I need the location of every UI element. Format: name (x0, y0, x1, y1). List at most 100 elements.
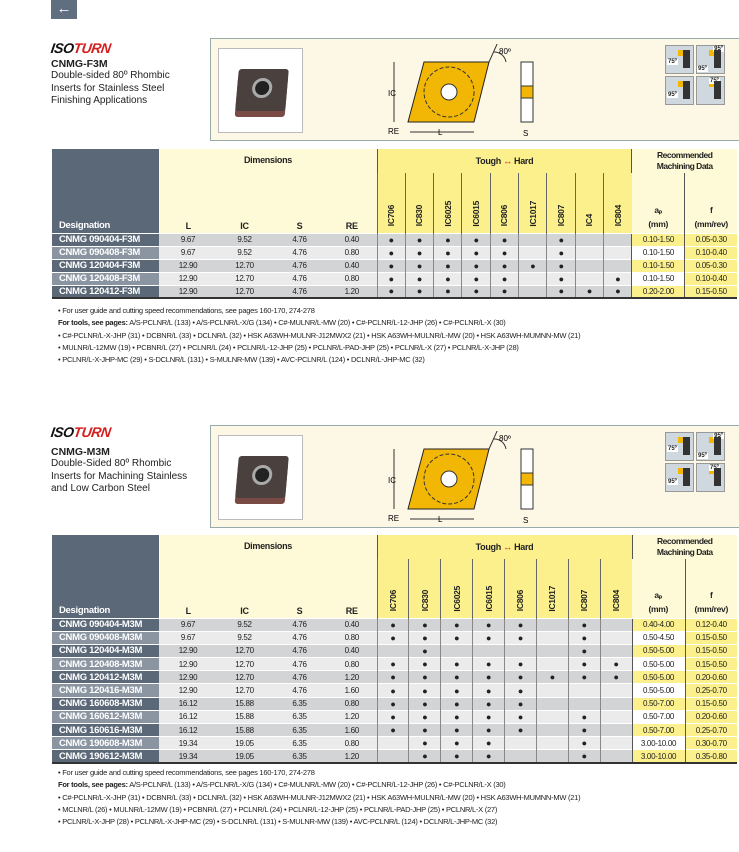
f-header: f (mm/rev) (684, 173, 737, 233)
grade-empty-cell (472, 643, 505, 658)
grade-available-dot-icon: ● (546, 284, 576, 298)
s-cell: 4.76 (272, 630, 327, 645)
ic-cell: 9.52 (217, 232, 272, 246)
designation-cell: CNMG 090404-M3M (52, 617, 159, 632)
grade-empty-cell (599, 709, 632, 724)
s-cell: 4.76 (272, 617, 327, 632)
logo-turn: TURN (72, 424, 112, 440)
description-line: Inserts for Stainless Steel (51, 82, 165, 94)
re-cell: 0.40 (327, 617, 377, 632)
s-label: S (523, 129, 528, 138)
machining-data-header: Recommended Machining Data (631, 149, 737, 173)
grade-column-header: IC830 (408, 559, 441, 618)
grade-empty-cell (574, 245, 604, 259)
re-cell: 1.20 (327, 670, 377, 684)
grade-empty-cell (603, 245, 632, 259)
grade-empty-cell (599, 736, 632, 750)
grade-column-header: IC804 (603, 173, 632, 233)
grade-available-dot-icon: ● (546, 258, 576, 272)
tool-angle-label: 95º (667, 479, 678, 485)
l-cell: 12.90 (159, 643, 217, 658)
table-row: CNMG 090404-M3M 9.67 9.52 4.76 0.40 ● ● ● ● ● ● … (52, 617, 737, 632)
grade-empty-cell (574, 232, 604, 246)
toolholder-icon: 75º (696, 463, 725, 492)
ap-cell: 3.00-10.00 (631, 749, 685, 764)
l-label: L (438, 128, 443, 137)
grade-column-header: IC6015 (472, 559, 505, 618)
grade-available-dot-icon: ● (472, 696, 505, 711)
dim-header-ic: IC (217, 173, 272, 233)
grade-empty-cell (504, 736, 537, 750)
f-cell: 0.20-0.60 (684, 670, 737, 684)
grade-available-dot-icon: ● (440, 670, 473, 684)
table-row: CNMG 160608-M3M 16.12 15.88 6.35 0.80 ● ● ● ● ●… (52, 696, 737, 711)
grade-empty-cell (535, 722, 569, 737)
grade-column-header: IC806 (504, 559, 537, 618)
grade-empty-cell (535, 617, 569, 632)
f-cell: 0.15-0.50 (684, 657, 737, 671)
f-cell: 0.15-0.50 (684, 696, 737, 711)
grade-empty-cell (567, 696, 601, 711)
grade-available-dot-icon: ● (603, 284, 632, 298)
tool-angle-label: 95º (713, 433, 724, 439)
table-row: CNMG 090404-F3M 9.67 9.52 4.76 0.40 ● ● ● ● ● ● … (52, 232, 737, 246)
grade-available-dot-icon: ● (408, 736, 441, 750)
grade-available-dot-icon: ● (408, 670, 441, 684)
l-cell: 16.12 (159, 696, 217, 711)
grade-available-dot-icon: ● (440, 617, 473, 632)
designation-cell: CNMG 120408-F3M (52, 271, 159, 285)
s-cell: 6.35 (272, 736, 327, 750)
designation-cell: CNMG 160616-M3M (52, 722, 159, 737)
re-cell: 1.20 (327, 284, 377, 298)
f-cell: 0.05-0.30 (684, 232, 737, 246)
l-cell: 12.90 (159, 683, 217, 698)
grade-available-dot-icon: ● (472, 670, 505, 684)
grade-available-dot-icon: ● (489, 245, 519, 259)
ap-cell: 0.50-7.00 (631, 696, 685, 711)
grade-available-dot-icon: ● (472, 749, 505, 764)
grade-available-dot-icon: ● (408, 617, 441, 632)
grade-available-dot-icon: ● (567, 657, 601, 671)
l-cell: 12.90 (159, 670, 217, 684)
grade-column-header: IC6025 (440, 559, 473, 618)
table-row: CNMG 120404-F3M 12.90 12.70 4.76 0.40 ● ● ● ● ●… (52, 258, 737, 272)
ic-cell: 15.88 (217, 722, 272, 737)
ic-cell: 12.70 (217, 657, 272, 671)
re-cell: 1.20 (327, 709, 377, 724)
designation-header: Designation (52, 149, 160, 233)
f-header: f (mm/rev) (684, 559, 737, 618)
back-button[interactable]: ← (51, 0, 77, 19)
tool-angle-label: 95º (667, 92, 678, 98)
re-cell: 0.80 (327, 630, 377, 645)
designation-cell: CNMG 120412-M3M (52, 670, 159, 684)
re-cell: 0.80 (327, 696, 377, 711)
s-cell: 4.76 (272, 670, 327, 684)
f-cell: 0.20-0.60 (684, 709, 737, 724)
s-cell: 4.76 (272, 683, 327, 698)
grade-available-dot-icon: ● (504, 696, 537, 711)
s-cell: 6.35 (272, 749, 327, 764)
grade-available-dot-icon: ● (376, 696, 409, 711)
re-cell: 1.60 (327, 722, 377, 737)
l-cell: 12.90 (159, 284, 217, 298)
s-cell: 6.35 (272, 696, 327, 711)
tools-line: • MCLNR/L (26) • MULNR/L-12MW (19) • PCB… (58, 804, 498, 814)
grade-available-dot-icon: ● (504, 709, 537, 724)
l-cell: 9.67 (159, 245, 217, 259)
grade-available-dot-icon: ● (603, 271, 632, 285)
grade-available-dot-icon: ● (433, 258, 462, 272)
hard-label: Hard (514, 156, 534, 166)
grade-available-dot-icon: ● (408, 643, 441, 658)
angle-label: 80º (499, 47, 511, 56)
grade-available-dot-icon: ● (408, 749, 441, 764)
insert-table: Designation Dimensions Tough ↔ Hard Reco… (52, 535, 737, 765)
grade-empty-cell (376, 643, 409, 658)
ic-label: IC (388, 476, 396, 485)
grade-available-dot-icon: ● (504, 657, 537, 671)
note-line: • For user guide and cutting speed recom… (58, 768, 315, 777)
table-row: CNMG 120412-M3M 12.90 12.70 4.76 1.20 ● ● ● ● ●… (52, 670, 737, 684)
grade-available-dot-icon: ● (408, 657, 441, 671)
grade-available-dot-icon: ● (567, 722, 601, 737)
tough-label: Tough (475, 156, 502, 166)
tough-hard-arrow-icon: ↔ (503, 156, 512, 166)
